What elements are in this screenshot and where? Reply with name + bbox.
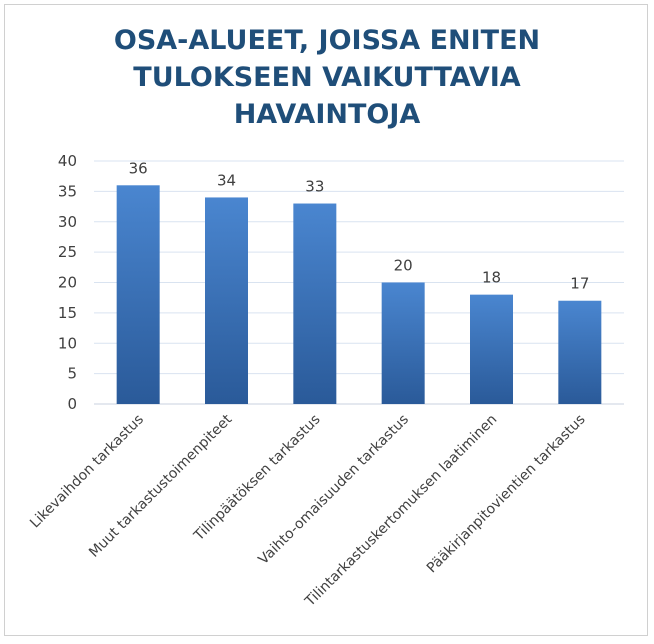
bar	[205, 197, 248, 404]
y-tick-label: 40	[58, 152, 77, 170]
data-label: 33	[305, 178, 324, 196]
y-tick-label: 15	[58, 304, 77, 322]
y-tick-label: 5	[67, 365, 77, 383]
bar	[381, 282, 425, 404]
chart-title: OSA-ALUEET, JOISSA ENITEN TULOKSEEN VAIK…	[0, 22, 654, 133]
x-tick-label: Vaihto-omaisuuden tarkastus	[256, 412, 412, 568]
grid-lines	[94, 160, 624, 405]
bar	[116, 185, 160, 404]
y-tick-label: 30	[58, 213, 77, 231]
x-tick-label: Tilintarkastuskertomuksen laatiminen	[302, 412, 501, 611]
x-tick-label: Muut tarkastustoimenpiteet	[86, 411, 236, 561]
data-label: 20	[394, 257, 413, 275]
chart-title-line-3: HAVAINTOJA	[233, 99, 421, 130]
data-labels: 36 34 33 20 18 17	[129, 159, 590, 292]
bars	[116, 185, 602, 404]
y-axis-ticks: 0 5 10 15 20 25 30 35 40	[58, 152, 77, 413]
data-label: 17	[570, 275, 589, 293]
bar	[293, 203, 337, 404]
y-tick-label: 20	[58, 274, 77, 292]
data-label: 34	[217, 171, 236, 189]
y-tick-label: 35	[58, 182, 77, 200]
x-tick-label: Pääkirjanpitovientien tarkastus	[424, 412, 589, 577]
chart-title-line-1: OSA-ALUEET, JOISSA ENITEN	[113, 25, 541, 56]
data-label: 18	[482, 269, 501, 287]
bar	[558, 300, 602, 404]
y-tick-label: 10	[58, 334, 77, 352]
bar	[470, 294, 513, 404]
y-tick-label: 25	[58, 243, 77, 261]
data-label: 36	[129, 159, 148, 177]
y-tick-label: 0	[67, 395, 77, 413]
chart-title-line-2: TULOKSEEN VAIKUTTAVIA	[133, 62, 521, 93]
